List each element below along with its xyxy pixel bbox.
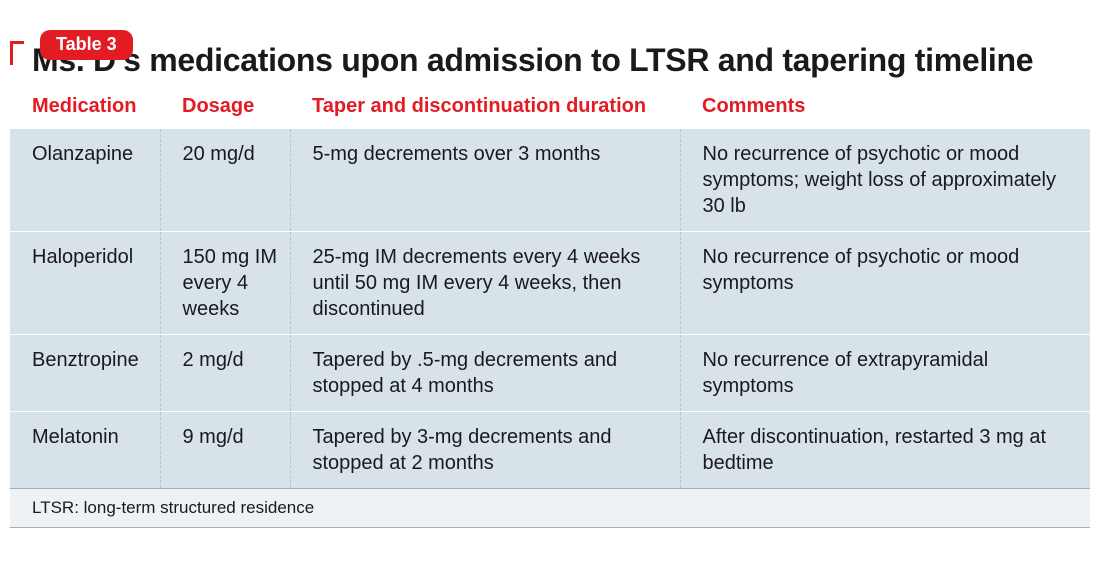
col-taper: Taper and discontinuation duration <box>290 91 680 129</box>
cell-medication: Olanzapine <box>10 129 160 232</box>
cell-taper: Tapered by .5-mg decrements and stopped … <box>290 335 680 412</box>
cell-dosage: 2 mg/d <box>160 335 290 412</box>
medication-table: Medication Dosage Taper and discontinuat… <box>10 91 1090 528</box>
table-title: Ms. D's medications upon admission to LT… <box>32 42 1090 79</box>
table-footnote: LTSR: long-term structured residence <box>10 489 1090 528</box>
cell-dosage: 9 mg/d <box>160 412 290 489</box>
col-dosage: Dosage <box>160 91 290 129</box>
cell-comments: After discontinuation, restarted 3 mg at… <box>680 412 1090 489</box>
table-body: Olanzapine 20 mg/d 5-mg decrements over … <box>10 129 1090 528</box>
table-row: Haloperidol 150 mg IM every 4 weeks 25-m… <box>10 232 1090 335</box>
table-row: Melatonin 9 mg/d Tapered by 3-mg decreme… <box>10 412 1090 489</box>
cell-medication: Melatonin <box>10 412 160 489</box>
table-row: Benztropine 2 mg/d Tapered by .5-mg decr… <box>10 335 1090 412</box>
badge-corner: Table 3 <box>10 30 133 65</box>
corner-tick <box>10 41 24 65</box>
table-badge: Table 3 <box>40 30 133 60</box>
cell-comments: No recurrence of extrapyramidal symptoms <box>680 335 1090 412</box>
cell-comments: No recurrence of psychotic or mood sympt… <box>680 129 1090 232</box>
cell-medication: Benztropine <box>10 335 160 412</box>
cell-dosage: 150 mg IM every 4 weeks <box>160 232 290 335</box>
cell-dosage: 20 mg/d <box>160 129 290 232</box>
table-container: Table 3 Ms. D's medications upon admissi… <box>10 42 1090 528</box>
cell-taper: 5-mg decrements over 3 months <box>290 129 680 232</box>
table-footnote-row: LTSR: long-term structured residence <box>10 489 1090 528</box>
cell-taper: Tapered by 3-mg decrements and stopped a… <box>290 412 680 489</box>
table-row: Olanzapine 20 mg/d 5-mg decrements over … <box>10 129 1090 232</box>
cell-medication: Haloperidol <box>10 232 160 335</box>
table-header-row: Medication Dosage Taper and discontinuat… <box>10 91 1090 129</box>
cell-comments: No recurrence of psychotic or mood sympt… <box>680 232 1090 335</box>
cell-taper: 25-mg IM decrements every 4 weeks until … <box>290 232 680 335</box>
col-medication: Medication <box>10 91 160 129</box>
col-comments: Comments <box>680 91 1090 129</box>
